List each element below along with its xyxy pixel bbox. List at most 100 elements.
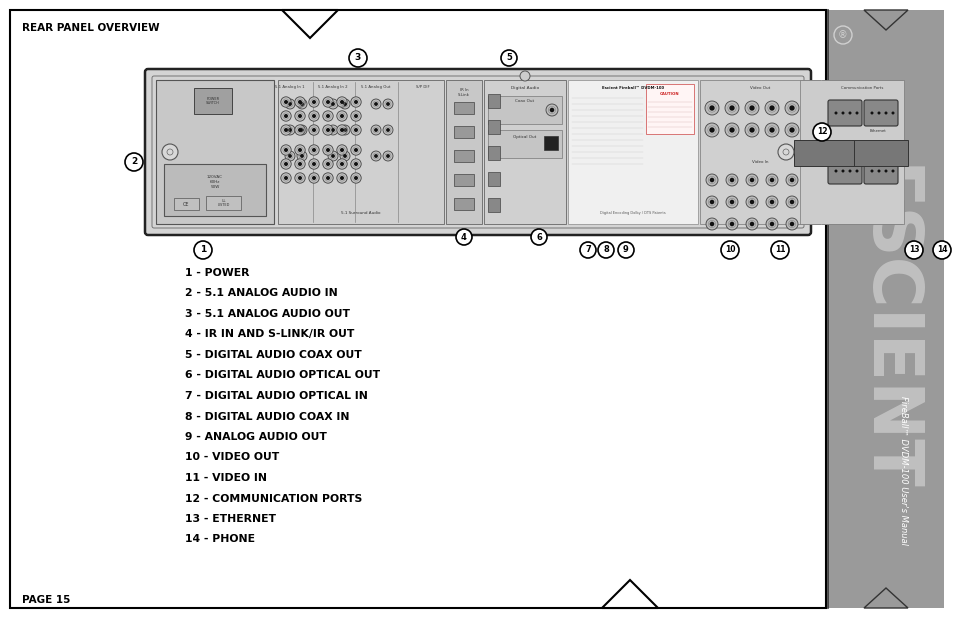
Circle shape	[351, 173, 361, 183]
Circle shape	[300, 154, 304, 158]
Bar	[488, 96, 561, 124]
Circle shape	[280, 111, 291, 121]
Bar	[567, 80, 698, 224]
Circle shape	[784, 123, 799, 137]
Circle shape	[339, 114, 344, 118]
Circle shape	[709, 200, 714, 205]
Circle shape	[309, 125, 319, 135]
Circle shape	[720, 241, 739, 259]
Circle shape	[309, 145, 319, 155]
Circle shape	[709, 222, 714, 226]
Circle shape	[326, 100, 330, 104]
Text: 11 - VIDEO IN: 11 - VIDEO IN	[185, 473, 267, 483]
Text: Digital Encoding Dolby / DTS Patents: Digital Encoding Dolby / DTS Patents	[599, 211, 665, 215]
Circle shape	[374, 102, 377, 106]
Bar	[488, 120, 499, 134]
Circle shape	[326, 148, 330, 152]
FancyBboxPatch shape	[145, 69, 810, 235]
Circle shape	[374, 154, 377, 158]
Circle shape	[729, 127, 734, 133]
Circle shape	[354, 114, 357, 118]
Bar	[10, 10, 825, 608]
Circle shape	[371, 99, 380, 109]
Text: Optical Out: Optical Out	[513, 135, 536, 139]
Circle shape	[382, 99, 393, 109]
Circle shape	[294, 111, 305, 121]
Circle shape	[280, 159, 291, 169]
Circle shape	[834, 169, 837, 172]
Text: 3: 3	[355, 54, 361, 62]
Circle shape	[812, 123, 830, 141]
Circle shape	[162, 144, 178, 160]
Circle shape	[764, 101, 779, 115]
Circle shape	[549, 108, 554, 112]
Polygon shape	[863, 10, 907, 30]
Circle shape	[309, 159, 319, 169]
Text: UL
LISTED: UL LISTED	[217, 199, 230, 207]
Circle shape	[531, 229, 546, 245]
Polygon shape	[863, 588, 907, 608]
Circle shape	[294, 97, 305, 107]
Circle shape	[309, 111, 319, 121]
Circle shape	[322, 111, 333, 121]
Circle shape	[729, 200, 734, 205]
Circle shape	[724, 101, 739, 115]
Circle shape	[932, 241, 950, 259]
Circle shape	[877, 169, 880, 172]
Circle shape	[288, 102, 292, 106]
Text: 4 - IR IN AND S-LINK/IR OUT: 4 - IR IN AND S-LINK/IR OUT	[185, 329, 354, 339]
Text: 2 - 5.1 ANALOG AUDIO IN: 2 - 5.1 ANALOG AUDIO IN	[185, 289, 337, 298]
Circle shape	[855, 169, 858, 172]
Circle shape	[374, 128, 377, 132]
Text: 13 - ETHERNET: 13 - ETHERNET	[185, 514, 275, 524]
Text: 7 - DIGITAL AUDIO OPTICAL IN: 7 - DIGITAL AUDIO OPTICAL IN	[185, 391, 368, 401]
Circle shape	[764, 123, 779, 137]
Text: 9 - ANALOG AUDIO OUT: 9 - ANALOG AUDIO OUT	[185, 432, 327, 442]
Circle shape	[322, 173, 333, 183]
Circle shape	[709, 105, 714, 111]
Bar	[454, 150, 474, 162]
Circle shape	[847, 111, 851, 114]
Circle shape	[339, 100, 344, 104]
Circle shape	[769, 222, 774, 226]
Text: PAGE 15: PAGE 15	[22, 595, 71, 605]
Circle shape	[300, 128, 304, 132]
Text: IR In
S-Link: IR In S-Link	[457, 88, 470, 96]
Circle shape	[748, 105, 754, 111]
Circle shape	[280, 145, 291, 155]
Circle shape	[847, 169, 851, 172]
Circle shape	[339, 148, 344, 152]
Circle shape	[312, 100, 315, 104]
Circle shape	[765, 174, 778, 186]
Text: 5.1 Analog In 2: 5.1 Analog In 2	[318, 85, 348, 89]
FancyBboxPatch shape	[863, 158, 897, 184]
Circle shape	[297, 100, 302, 104]
Circle shape	[354, 100, 357, 104]
Text: 11: 11	[774, 245, 784, 255]
Circle shape	[343, 128, 347, 132]
Circle shape	[456, 229, 472, 245]
Circle shape	[328, 99, 337, 109]
Circle shape	[312, 162, 315, 166]
Polygon shape	[282, 10, 337, 38]
Text: 3 - 5.1 ANALOG AUDIO OUT: 3 - 5.1 ANALOG AUDIO OUT	[185, 309, 350, 319]
Circle shape	[855, 111, 858, 114]
Circle shape	[351, 145, 361, 155]
Text: 8: 8	[602, 245, 608, 255]
Circle shape	[331, 154, 335, 158]
Circle shape	[724, 123, 739, 137]
Circle shape	[280, 173, 291, 183]
Circle shape	[312, 176, 315, 180]
Bar	[700, 80, 820, 224]
Circle shape	[883, 111, 886, 114]
Text: 8 - DIGITAL AUDIO COAX IN: 8 - DIGITAL AUDIO COAX IN	[185, 412, 349, 421]
Text: CAUTION: CAUTION	[659, 92, 679, 96]
Circle shape	[745, 196, 758, 208]
Circle shape	[834, 111, 837, 114]
Circle shape	[704, 123, 719, 137]
Circle shape	[769, 178, 774, 182]
Text: 5.1 Analog In 1: 5.1 Analog In 1	[274, 85, 305, 89]
Circle shape	[284, 148, 288, 152]
Circle shape	[336, 145, 347, 155]
Circle shape	[725, 218, 738, 230]
